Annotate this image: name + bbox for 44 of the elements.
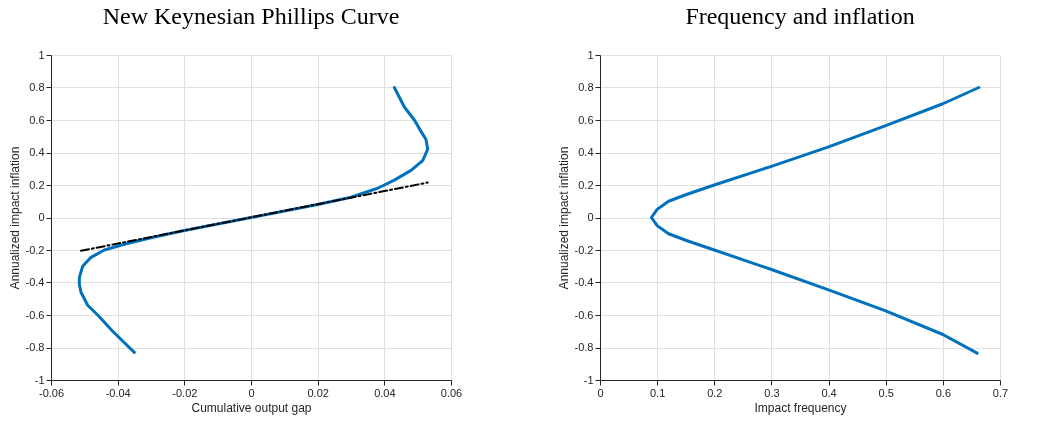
x-tick-label: 0.7 <box>992 386 1009 399</box>
y-tick-label: -0.4 <box>25 276 45 288</box>
x-tick-label: 0 <box>597 386 604 399</box>
x-tick-label: 0.2 <box>707 386 723 399</box>
y-tick-label: -1 <box>34 373 45 386</box>
x-axis-title: Impact frequency <box>754 400 847 415</box>
chart-title: Frequency and inflation <box>685 3 915 29</box>
x-tick-label: 0.1 <box>649 386 666 399</box>
y-tick-label: 0.2 <box>578 178 594 191</box>
y-tick-label: 0.8 <box>578 81 594 93</box>
x-axis-title: Cumulative output gap <box>191 400 312 415</box>
x-tick-label: 0.06 <box>440 386 463 399</box>
y-tick-label: -0.2 <box>574 243 594 256</box>
x-tick-label: -0.02 <box>172 386 198 399</box>
y-axis-title: Annualized impact inflation <box>7 146 22 290</box>
y-tick-label: -0.6 <box>574 308 594 321</box>
x-tick-label: 0.02 <box>307 386 329 399</box>
y-tick-label: 0 <box>38 211 45 223</box>
x-tick-label: -0.04 <box>105 386 131 399</box>
y-axis-title: Annualized impact inflation <box>556 146 571 290</box>
y-tick-label: 1 <box>587 48 594 61</box>
y-tick-label: 0.4 <box>578 146 594 158</box>
y-tick-label: 0.8 <box>29 81 45 93</box>
y-tick-label: 0.6 <box>29 113 45 126</box>
y-tick-label: 0.6 <box>578 113 594 126</box>
y-tick-label: -0.8 <box>574 341 594 353</box>
y-tick-label: -0.8 <box>25 341 45 353</box>
chart-title: New Keynesian Phillips Curve <box>102 3 400 29</box>
line-series <box>649 86 981 355</box>
x-tick-label: 0.4 <box>821 386 837 399</box>
y-tick-label: -1 <box>583 373 594 386</box>
y-tick-label: -0.2 <box>25 243 45 256</box>
y-tick-label: -0.6 <box>25 308 45 321</box>
x-tick-label: 0.3 <box>764 386 780 399</box>
y-tick-label: -0.4 <box>574 276 594 288</box>
y-tick-label: 0 <box>587 211 594 223</box>
y-tick-label: 0.2 <box>29 178 45 191</box>
x-tick-label: 0 <box>248 386 255 399</box>
x-tick-label: 0.04 <box>374 386 396 399</box>
x-tick-label: 0.5 <box>878 386 894 399</box>
y-tick-label: 1 <box>38 48 45 61</box>
x-tick-label: 0.6 <box>935 386 952 399</box>
x-tick-label: -0.06 <box>38 386 65 399</box>
y-tick-label: 0.4 <box>29 146 45 158</box>
